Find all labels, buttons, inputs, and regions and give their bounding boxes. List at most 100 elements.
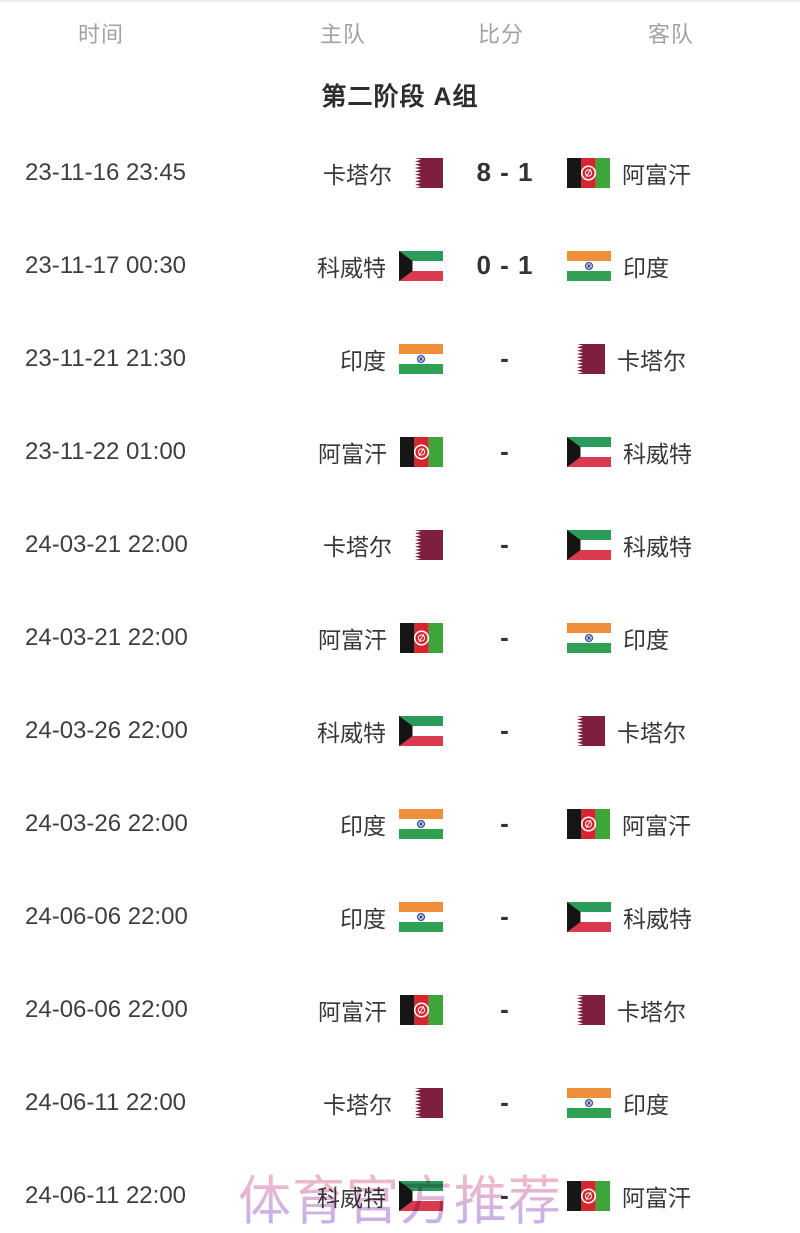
match-list: 23-11-16 23:45 卡塔尔 8 - 1 阿富汗 23-11-17 00… <box>0 126 800 1233</box>
kuwait-flag-icon <box>567 436 611 467</box>
match-row[interactable]: 24-03-26 22:00 印度 - 阿富汗 <box>0 777 800 870</box>
home-team-cell: 科威特 <box>210 249 443 283</box>
header-home: 主队 <box>320 22 367 47</box>
match-score: - <box>500 1087 510 1117</box>
qatar-flag-icon <box>567 994 605 1025</box>
away-team-name: 科威特 <box>623 905 692 932</box>
away-team-name: 卡塔尔 <box>617 998 686 1025</box>
table-header: 时间 主队 比分 客队 <box>0 2 800 64</box>
match-time: 24-03-26 22:00 <box>25 809 188 837</box>
india-flag-icon <box>399 808 443 839</box>
india-flag-icon <box>399 343 443 374</box>
match-time: 23-11-22 01:00 <box>25 437 187 465</box>
match-row[interactable]: 24-06-11 22:00 科威特 - 阿富汗 <box>0 1149 800 1233</box>
home-team-cell: 阿富汗 <box>210 435 443 469</box>
home-team-name: 科威特 <box>317 1184 386 1211</box>
match-row[interactable]: 24-03-21 22:00 阿富汗 - 印度 <box>0 591 800 684</box>
away-team-name: 卡塔尔 <box>617 719 686 746</box>
india-flag-icon <box>567 622 611 653</box>
afghanistan-flag-icon <box>400 436 443 467</box>
home-team-cell: 阿富汗 <box>210 993 443 1027</box>
india-flag-icon <box>567 1087 611 1118</box>
away-team-name: 科威特 <box>623 440 692 467</box>
match-score: - <box>500 1180 510 1210</box>
kuwait-flag-icon <box>399 250 443 281</box>
away-team-cell: 科威特 <box>567 900 800 934</box>
qatar-flag-icon <box>567 343 605 374</box>
kuwait-flag-icon <box>399 1180 443 1211</box>
match-row[interactable]: 24-06-06 22:00 印度 - 科威特 <box>0 870 800 963</box>
home-team-name: 卡塔尔 <box>323 533 392 560</box>
qatar-flag-icon <box>405 157 443 188</box>
home-team-cell: 阿富汗 <box>210 621 443 655</box>
away-team-cell: 科威特 <box>567 528 800 562</box>
home-team-name: 阿富汗 <box>318 626 387 653</box>
match-row[interactable]: 23-11-21 21:30 印度 - 卡塔尔 <box>0 312 800 405</box>
home-team-cell: 印度 <box>210 807 443 841</box>
home-team-name: 科威特 <box>317 719 386 746</box>
match-score: - <box>500 901 510 931</box>
afghanistan-flag-icon <box>567 808 610 839</box>
match-time: 24-03-21 22:00 <box>25 530 188 558</box>
away-team-cell: 印度 <box>567 249 800 283</box>
afghanistan-flag-icon <box>567 1180 610 1211</box>
match-time: 23-11-21 21:30 <box>25 344 187 372</box>
match-time: 24-06-06 22:00 <box>25 995 188 1023</box>
match-time: 24-06-11 22:00 <box>25 1088 187 1116</box>
afghanistan-flag-icon <box>400 994 443 1025</box>
home-team-cell: 卡塔尔 <box>210 1086 443 1120</box>
home-team-name: 印度 <box>340 905 386 932</box>
home-team-name: 印度 <box>340 812 386 839</box>
home-team-name: 科威特 <box>317 254 386 281</box>
home-team-cell: 卡塔尔 <box>210 528 443 562</box>
match-row[interactable]: 24-06-11 22:00 卡塔尔 - 印度 <box>0 1056 800 1149</box>
match-row[interactable]: 23-11-17 00:30 科威特 0 - 1 印度 <box>0 219 800 312</box>
match-score: - <box>500 715 510 745</box>
kuwait-flag-icon <box>567 529 611 560</box>
qatar-flag-icon <box>405 1087 443 1118</box>
away-team-cell: 卡塔尔 <box>567 993 800 1027</box>
india-flag-icon <box>567 250 611 281</box>
match-score: 0 - 1 <box>476 250 534 280</box>
match-score: - <box>500 808 510 838</box>
away-team-cell: 阿富汗 <box>567 807 800 841</box>
india-flag-icon <box>399 901 443 932</box>
away-team-name: 阿富汗 <box>622 812 691 839</box>
home-team-name: 阿富汗 <box>318 440 387 467</box>
away-team-name: 科威特 <box>623 533 692 560</box>
away-team-cell: 科威特 <box>567 435 800 469</box>
group-title: 第二阶段 A组 <box>321 83 479 111</box>
match-score: - <box>500 529 510 559</box>
match-score: - <box>500 436 510 466</box>
match-row[interactable]: 24-03-21 22:00 卡塔尔 - 科威特 <box>0 498 800 591</box>
match-score: - <box>500 343 510 373</box>
match-score: 8 - 1 <box>476 157 534 187</box>
header-away: 客队 <box>648 22 695 47</box>
kuwait-flag-icon <box>567 901 611 932</box>
away-team-name: 印度 <box>623 254 669 281</box>
match-score: - <box>500 994 510 1024</box>
away-team-cell: 阿富汗 <box>567 1179 800 1213</box>
qatar-flag-icon <box>405 529 443 560</box>
home-team-name: 印度 <box>340 347 386 374</box>
match-row[interactable]: 24-03-26 22:00 科威特 - 卡塔尔 <box>0 684 800 777</box>
match-row[interactable]: 24-06-06 22:00 阿富汗 - 卡塔尔 <box>0 963 800 1056</box>
away-team-cell: 卡塔尔 <box>567 342 800 376</box>
match-row[interactable]: 23-11-16 23:45 卡塔尔 8 - 1 阿富汗 <box>0 126 800 219</box>
match-row[interactable]: 23-11-22 01:00 阿富汗 - 科威特 <box>0 405 800 498</box>
match-time: 24-06-11 22:00 <box>25 1181 187 1209</box>
away-team-name: 印度 <box>623 626 669 653</box>
afghanistan-flag-icon <box>567 157 610 188</box>
home-team-cell: 印度 <box>210 900 443 934</box>
home-team-name: 卡塔尔 <box>323 161 392 188</box>
header-time: 时间 <box>78 22 125 47</box>
away-team-name: 阿富汗 <box>622 161 691 188</box>
home-team-cell: 科威特 <box>210 1179 443 1213</box>
match-time: 24-03-21 22:00 <box>25 623 188 651</box>
home-team-cell: 印度 <box>210 342 443 376</box>
qatar-flag-icon <box>567 715 605 746</box>
match-time: 23-11-17 00:30 <box>25 251 187 279</box>
away-team-name: 卡塔尔 <box>617 347 686 374</box>
header-score: 比分 <box>478 22 525 47</box>
